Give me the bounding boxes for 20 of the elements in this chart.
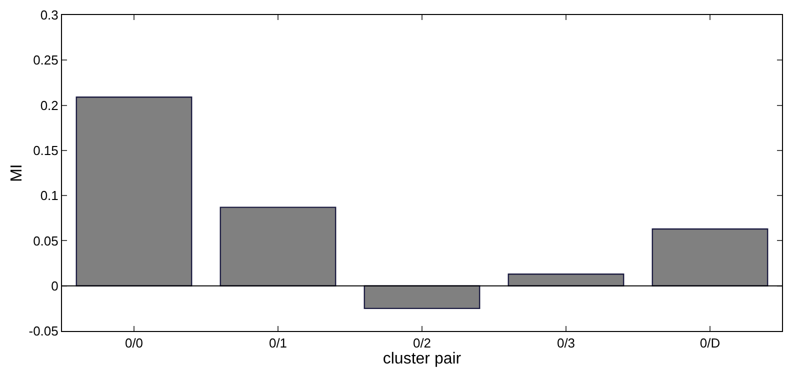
x-tick-label: 0/0 [124, 336, 144, 351]
y-tick-label: 0.3 [40, 8, 58, 23]
y-tick-label: -0.05 [28, 324, 58, 339]
y-tick-label: 0 [51, 278, 58, 294]
y-tick-label: 0.2 [40, 98, 58, 113]
x-tick-label: 0/2 [412, 336, 432, 351]
bar [220, 206, 336, 286]
bar [652, 228, 768, 286]
x-tick-label: 0/1 [268, 336, 288, 351]
y-tick-label: 0.1 [40, 188, 58, 204]
x-tick-label: 0/D [700, 336, 720, 351]
x-tick-label: 0/3 [556, 336, 576, 351]
y-tick-label: 0.25 [33, 52, 58, 68]
bar [76, 96, 192, 286]
x-axis-title: cluster pair [382, 350, 462, 368]
bar [508, 274, 624, 286]
y-axis-title: MI [8, 164, 26, 182]
y-tick-label: 0.15 [33, 142, 58, 158]
bar [364, 285, 480, 310]
y-tick-label: 0.05 [33, 233, 58, 248]
